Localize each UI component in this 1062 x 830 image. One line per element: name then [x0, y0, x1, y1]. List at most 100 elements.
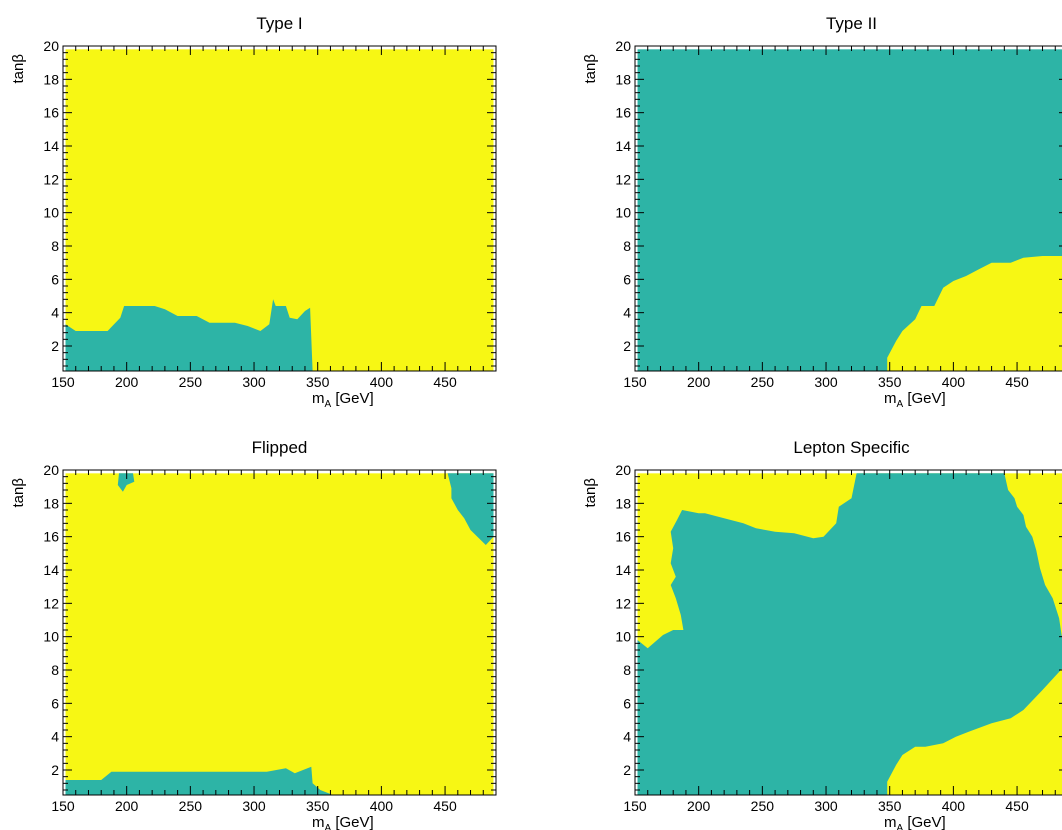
x-tick-label: 450: [433, 374, 457, 390]
x-axis: 150 200 250 300 350 400 450: [51, 46, 497, 390]
x-tick-label: 350: [306, 798, 330, 814]
panel-title: Flipped: [252, 438, 308, 457]
excluded-region-0: [65, 766, 333, 795]
x-axis-label-unit: [GeV]: [903, 814, 946, 830]
y-tick-label: 10: [43, 205, 59, 221]
y-tick-label: 14: [43, 138, 59, 154]
x-tick-label: 200: [115, 374, 139, 390]
y-tick-label: 2: [623, 338, 631, 354]
x-tick-label: 350: [306, 374, 330, 390]
x-axis: 150 200 250 300 350 400 450: [51, 470, 497, 814]
y-tick-label: 18: [615, 71, 631, 87]
x-axis: 150 200 250 300 350 400 450: [623, 470, 1056, 814]
y-tick-label: 4: [51, 729, 59, 745]
y-tick-label: 6: [51, 695, 59, 711]
y-axis-label: tanβ: [10, 478, 27, 508]
y-tick-label: 10: [43, 629, 59, 645]
x-tick-label: 350: [878, 798, 902, 814]
x-tick-label: 450: [1005, 374, 1029, 390]
x-axis-label: mA [GeV]: [884, 814, 946, 830]
x-tick-label: 250: [751, 798, 775, 814]
y-axis-label: tanβ: [582, 478, 599, 508]
y-tick-label: 16: [615, 105, 631, 121]
excluded-region-0: [637, 473, 1062, 795]
x-axis-label-main: m: [884, 390, 897, 407]
x-tick-label: 200: [687, 798, 711, 814]
y-tick-label: 8: [51, 662, 59, 678]
x-axis-label-main: m: [884, 814, 897, 830]
x-tick-label: 150: [623, 374, 647, 390]
excluded-region-1: [117, 473, 135, 492]
y-tick-label: 20: [43, 38, 59, 54]
y-tick-label: 2: [623, 762, 631, 778]
y-tick-label: 12: [615, 595, 631, 611]
x-tick-label: 300: [814, 374, 838, 390]
x-axis-label: mA [GeV]: [312, 390, 374, 410]
x-tick-label: 450: [1005, 798, 1029, 814]
allowed-region-0: [887, 256, 1062, 371]
y-axis: 2 4 6 8 10 12 14 16 18 20: [615, 462, 1062, 791]
x-tick-label: 200: [115, 798, 139, 814]
y-tick-label: 16: [615, 529, 631, 545]
x-tick-label: 400: [942, 798, 966, 814]
x-axis-label-sub: A: [897, 823, 904, 830]
y-axis-label: tanβ: [10, 54, 27, 84]
y-axis: 2 4 6 8 10 12 14 16 18 20: [43, 38, 496, 367]
x-axis-label-sub: A: [897, 399, 904, 410]
y-tick-label: 10: [615, 629, 631, 645]
y-tick-label: 8: [623, 662, 631, 678]
y-tick-label: 6: [51, 271, 59, 287]
x-axis-label-sub: A: [325, 823, 332, 830]
x-tick-label: 300: [242, 374, 266, 390]
x-axis-label: mA [GeV]: [312, 814, 374, 830]
y-tick-label: 8: [623, 238, 631, 254]
x-tick-label: 400: [370, 798, 394, 814]
allowed-region: [65, 473, 494, 795]
y-tick-label: 12: [615, 171, 631, 187]
x-axis-label-main: m: [312, 390, 325, 407]
y-tick-label: 4: [623, 305, 631, 321]
y-tick-label: 14: [43, 562, 59, 578]
y-tick-label: 14: [615, 562, 631, 578]
x-axis-label-main: m: [312, 814, 325, 830]
panel-3: Lepton Specific 150 200 250 300 350 400 450 mA […: [582, 438, 1062, 830]
x-axis-label-sub: A: [325, 399, 332, 410]
x-tick-label: 150: [623, 798, 647, 814]
y-tick-label: 16: [43, 105, 59, 121]
x-tick-label: 350: [878, 374, 902, 390]
y-tick-label: 6: [623, 695, 631, 711]
x-tick-label: 450: [433, 798, 457, 814]
x-tick-label: 250: [179, 798, 203, 814]
plot-area: [637, 49, 1062, 371]
x-tick-label: 150: [51, 798, 75, 814]
y-tick-label: 18: [43, 495, 59, 511]
x-tick-label: 400: [942, 374, 966, 390]
plot-area: [65, 49, 494, 371]
excluded-region-2: [447, 473, 494, 545]
y-tick-label: 4: [51, 305, 59, 321]
x-axis-label-unit: [GeV]: [903, 390, 946, 407]
y-axis-label: tanβ: [582, 54, 599, 84]
y-tick-label: 12: [43, 171, 59, 187]
y-tick-label: 20: [615, 38, 631, 54]
x-tick-label: 250: [179, 374, 203, 390]
y-axis: 2 4 6 8 10 12 14 16 18 20: [615, 38, 1062, 367]
y-tick-label: 2: [51, 762, 59, 778]
y-tick-label: 18: [615, 495, 631, 511]
y-tick-label: 20: [615, 462, 631, 478]
y-tick-label: 18: [43, 71, 59, 87]
panel-title: Lepton Specific: [793, 438, 910, 457]
y-tick-label: 14: [615, 138, 631, 154]
y-tick-label: 8: [51, 238, 59, 254]
x-tick-label: 250: [751, 374, 775, 390]
y-tick-label: 6: [623, 271, 631, 287]
y-tick-label: 10: [615, 205, 631, 221]
x-axis-label-unit: [GeV]: [331, 390, 374, 407]
y-tick-label: 20: [43, 462, 59, 478]
plot-area: [637, 473, 1062, 795]
panel-2: Flipped 150 200 250 300 350 400 450 mA [GeV] 2 4 6 8…: [10, 438, 497, 830]
x-tick-label: 150: [51, 374, 75, 390]
x-tick-label: 200: [687, 374, 711, 390]
